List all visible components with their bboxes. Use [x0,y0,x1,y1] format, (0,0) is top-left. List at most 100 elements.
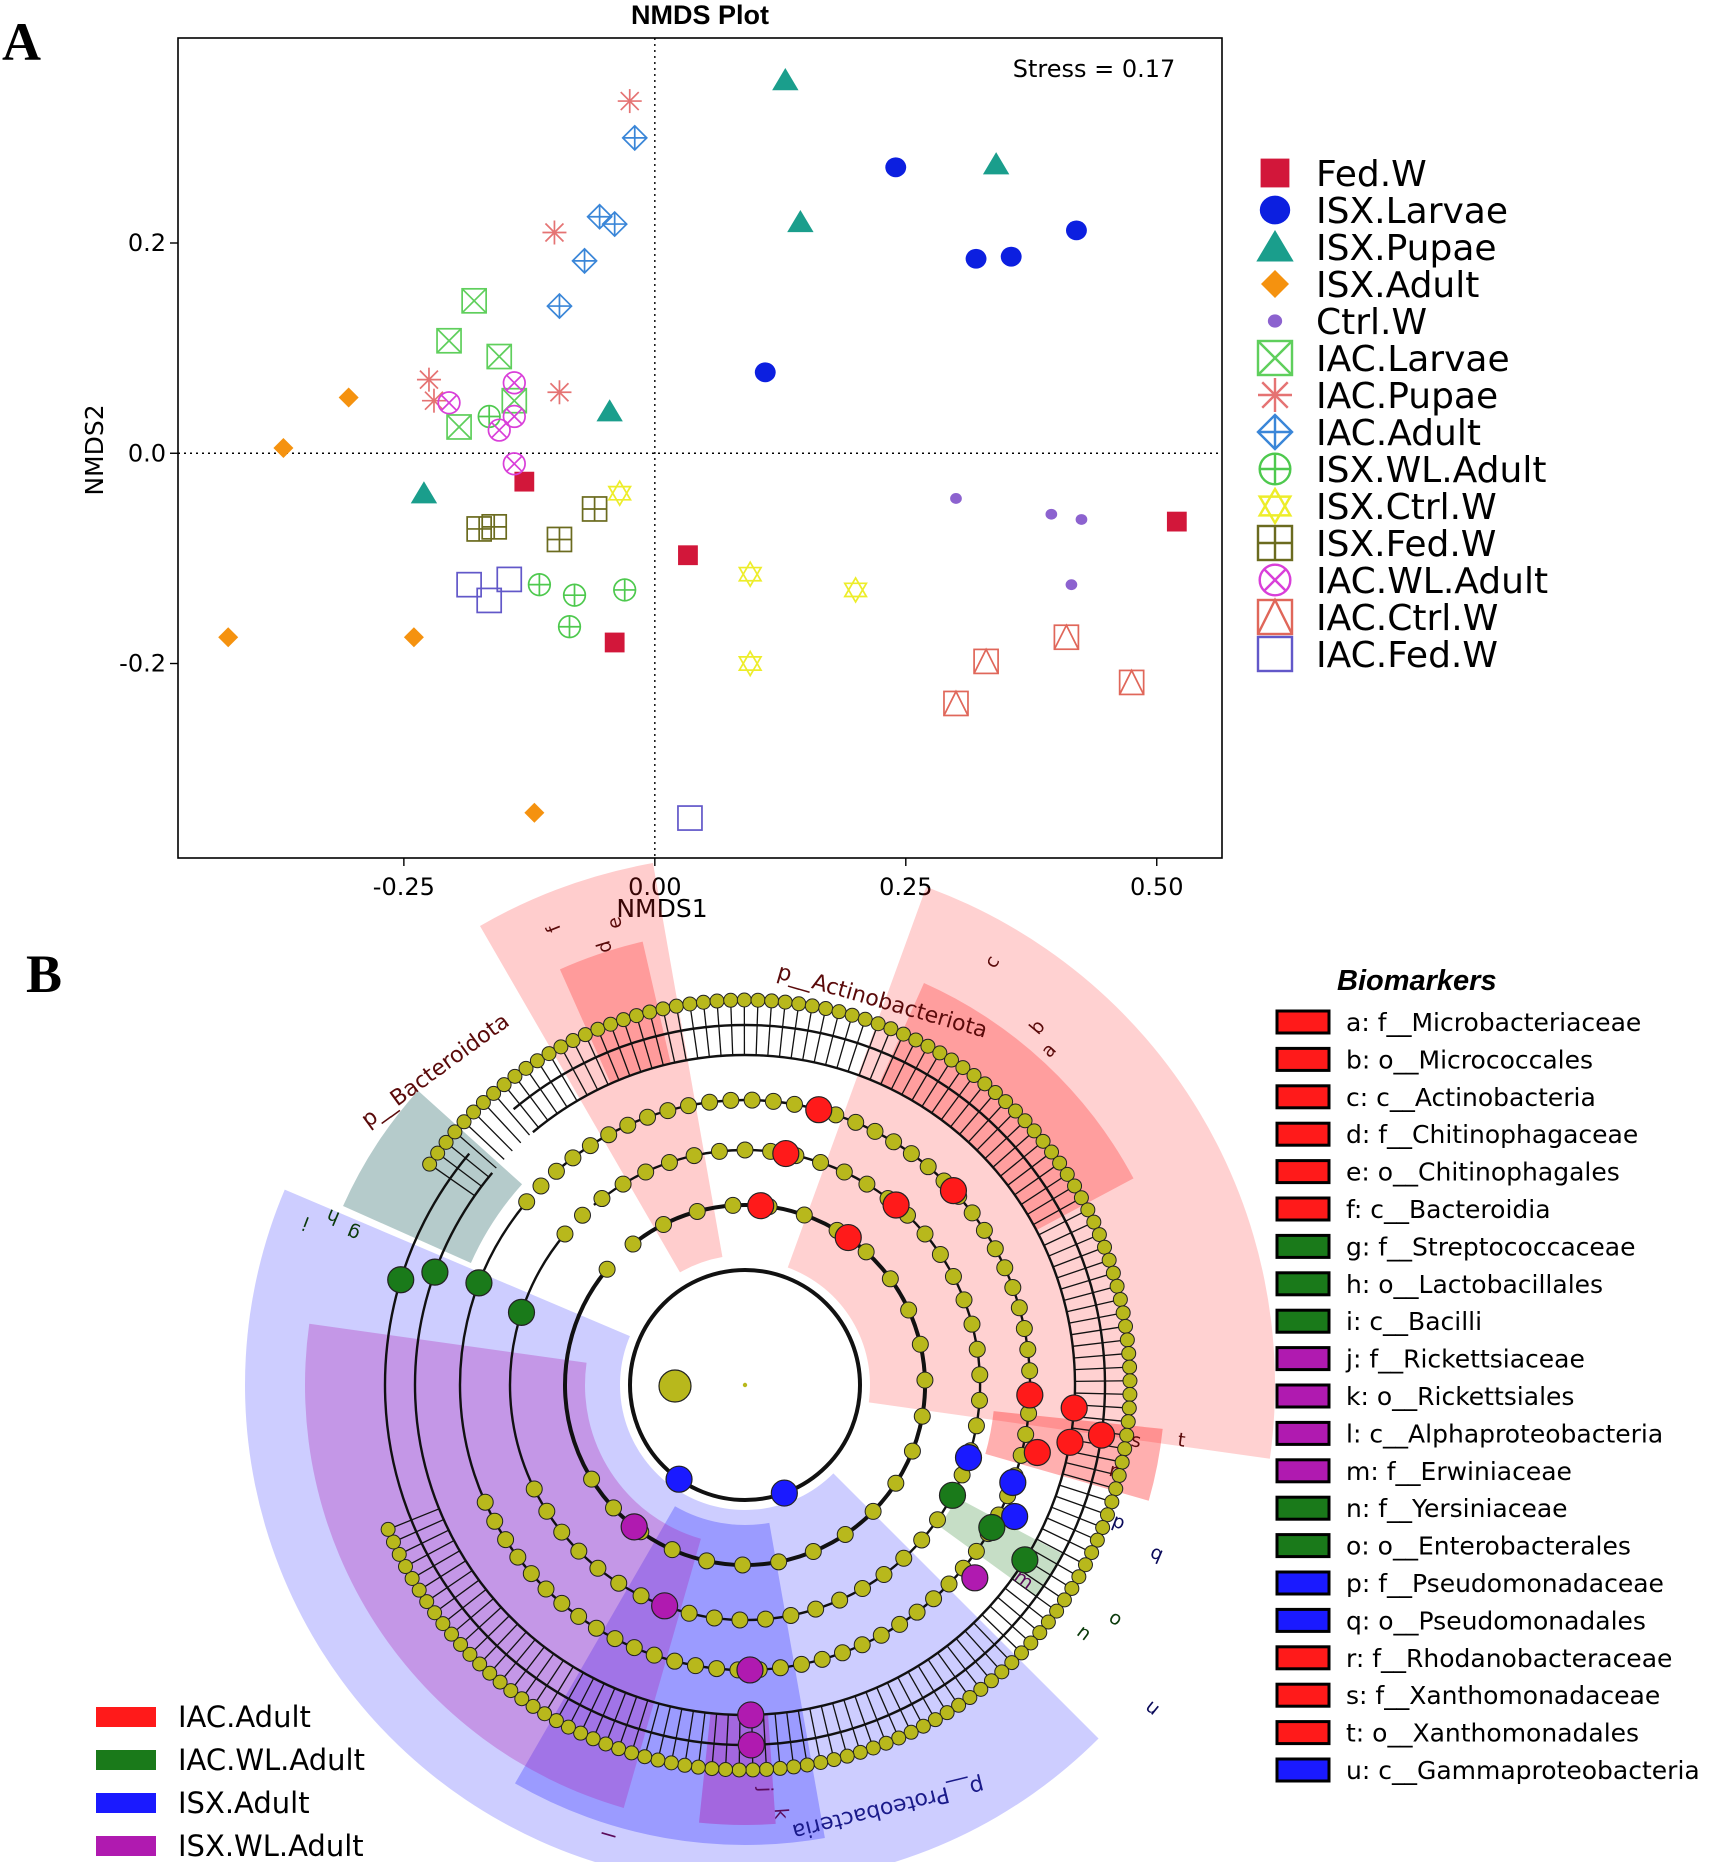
leaf-branch [778,1002,786,1057]
biomarker-label-b: b: o__Micrococcales [1346,1045,1593,1074]
leaf-branch [1074,1380,1130,1383]
biomarker-node [772,1139,800,1168]
leaf-node [615,1012,631,1028]
leaf-node [1071,1569,1087,1585]
inner-node [556,1225,574,1243]
leaf-branch [724,1714,729,1770]
clade-wedge [343,1090,523,1263]
leaf-node [492,1674,508,1690]
legend-label: IAC.Larvae [1316,339,1510,380]
inner-node [600,1126,618,1144]
inner-node [614,1175,632,1193]
group-label: IAC.WL.Adult [178,1743,365,1777]
inner-node [509,1548,527,1566]
point-isx-pupae [787,209,814,233]
inner-node [812,1153,830,1171]
inner-node [975,1221,993,1239]
inner-node [835,1163,853,1181]
leaf-node [1044,1144,1060,1160]
leaf-node [943,1052,959,1068]
inner-node [701,1093,719,1111]
leaf-branch [813,1008,827,1063]
leaf-node [1040,1614,1056,1630]
group-swatch [96,1707,156,1727]
leaf-branch [702,1002,711,1058]
leaf-branch [510,1646,545,1691]
legend-label: IAC.WL.Adult [1316,561,1548,602]
clade-letter-j: j [754,1786,776,1793]
leaf-node [1080,1202,1096,1218]
leaf-branch [716,1000,722,1056]
x-axis-label: NMDS1 [616,894,707,923]
leaf-branch [460,1606,502,1645]
leaf-branch [992,1130,1035,1168]
inner-node [532,1177,550,1195]
leaf-node [1108,1481,1124,1497]
leaf-node [1067,1178,1083,1194]
tree-ring [383,1023,1107,1747]
leaf-branch [630,1700,649,1754]
inner-node [1019,1341,1037,1359]
biomarker-label-o: o: o__Enterobacterales [1346,1532,1631,1561]
tree-ring [627,1268,862,1502]
biomarker-swatch-b [1275,1046,1331,1072]
leaf-node [1104,1494,1120,1510]
inner-node [564,1149,582,1167]
biomarker-node [999,1468,1027,1497]
inner-node [476,1493,494,1511]
legend-marker-isx-ctrl-w [1257,486,1293,526]
leaf-branch [429,1163,476,1197]
group-swatch [96,1836,156,1856]
inner-node [663,1541,681,1559]
leaf-branch [560,1046,588,1096]
point-iac-fed-w [476,587,503,614]
biomarker-label-s: s: f__Xanthomonadaceae [1346,1681,1660,1710]
biomarker-swatch-h [1275,1271,1331,1297]
leaf-node [731,1762,747,1778]
clade-letter-q: q [1147,1541,1167,1566]
leaf-branch [755,1000,759,1056]
panel-a-label: A [2,12,41,72]
inner-node [688,1202,706,1220]
leaf-branch [1073,1352,1129,1359]
inner-node [967,1417,985,1435]
point-iac-pupae [416,367,441,392]
axis-ticks: -0.25 0.00 0.25 0.50 -0.2 0.0 0.2 [119,229,1183,901]
leaf-node [1121,1400,1137,1416]
point-iac-fed-w [496,566,523,593]
point-isx-pupae [410,481,438,504]
inner-node [660,1153,678,1171]
leaf-node [939,1705,955,1721]
leaf-node [1122,1359,1138,1375]
leaf-node [758,1761,774,1777]
biomarker-node [465,1269,493,1297]
leaf-branch [847,1019,866,1072]
leaf-branch [1056,1259,1110,1279]
leaf-branch [984,1120,1026,1160]
inner-node [659,1102,677,1120]
point-iac-wl-adult [502,452,526,476]
leaf-node [611,1741,627,1757]
leaf-node [1032,1625,1048,1641]
biomarker-label-d: d: f__Chitinophagaceae [1346,1120,1638,1149]
clade-wedge [245,1189,1099,1862]
leaf-branch [762,1714,768,1770]
leaf-node [1004,1655,1020,1671]
biomarker-swatch-i [1275,1308,1331,1334]
leaf-branch [937,1652,971,1698]
leaf-node [1007,1103,1023,1119]
point-iac-wl-adult [487,418,511,442]
inner-node [955,1291,973,1309]
inner-node [795,1206,813,1224]
clade-letter-k: k [770,1807,793,1820]
leaf-branch [479,1623,519,1665]
biomarker-swatch-e [1275,1159,1331,1185]
biomarker-label-p: p: f__Pseudomonadaceae [1346,1569,1664,1598]
legend-marker-iac-larvae [1256,339,1294,377]
point-isx-wl-adult [557,615,582,639]
leaf-node [1101,1252,1117,1268]
leaf-branch [675,1006,687,1061]
point-isx-fed-w [481,513,508,540]
biomarker-node [1011,1546,1039,1574]
inner-node [606,1630,624,1648]
